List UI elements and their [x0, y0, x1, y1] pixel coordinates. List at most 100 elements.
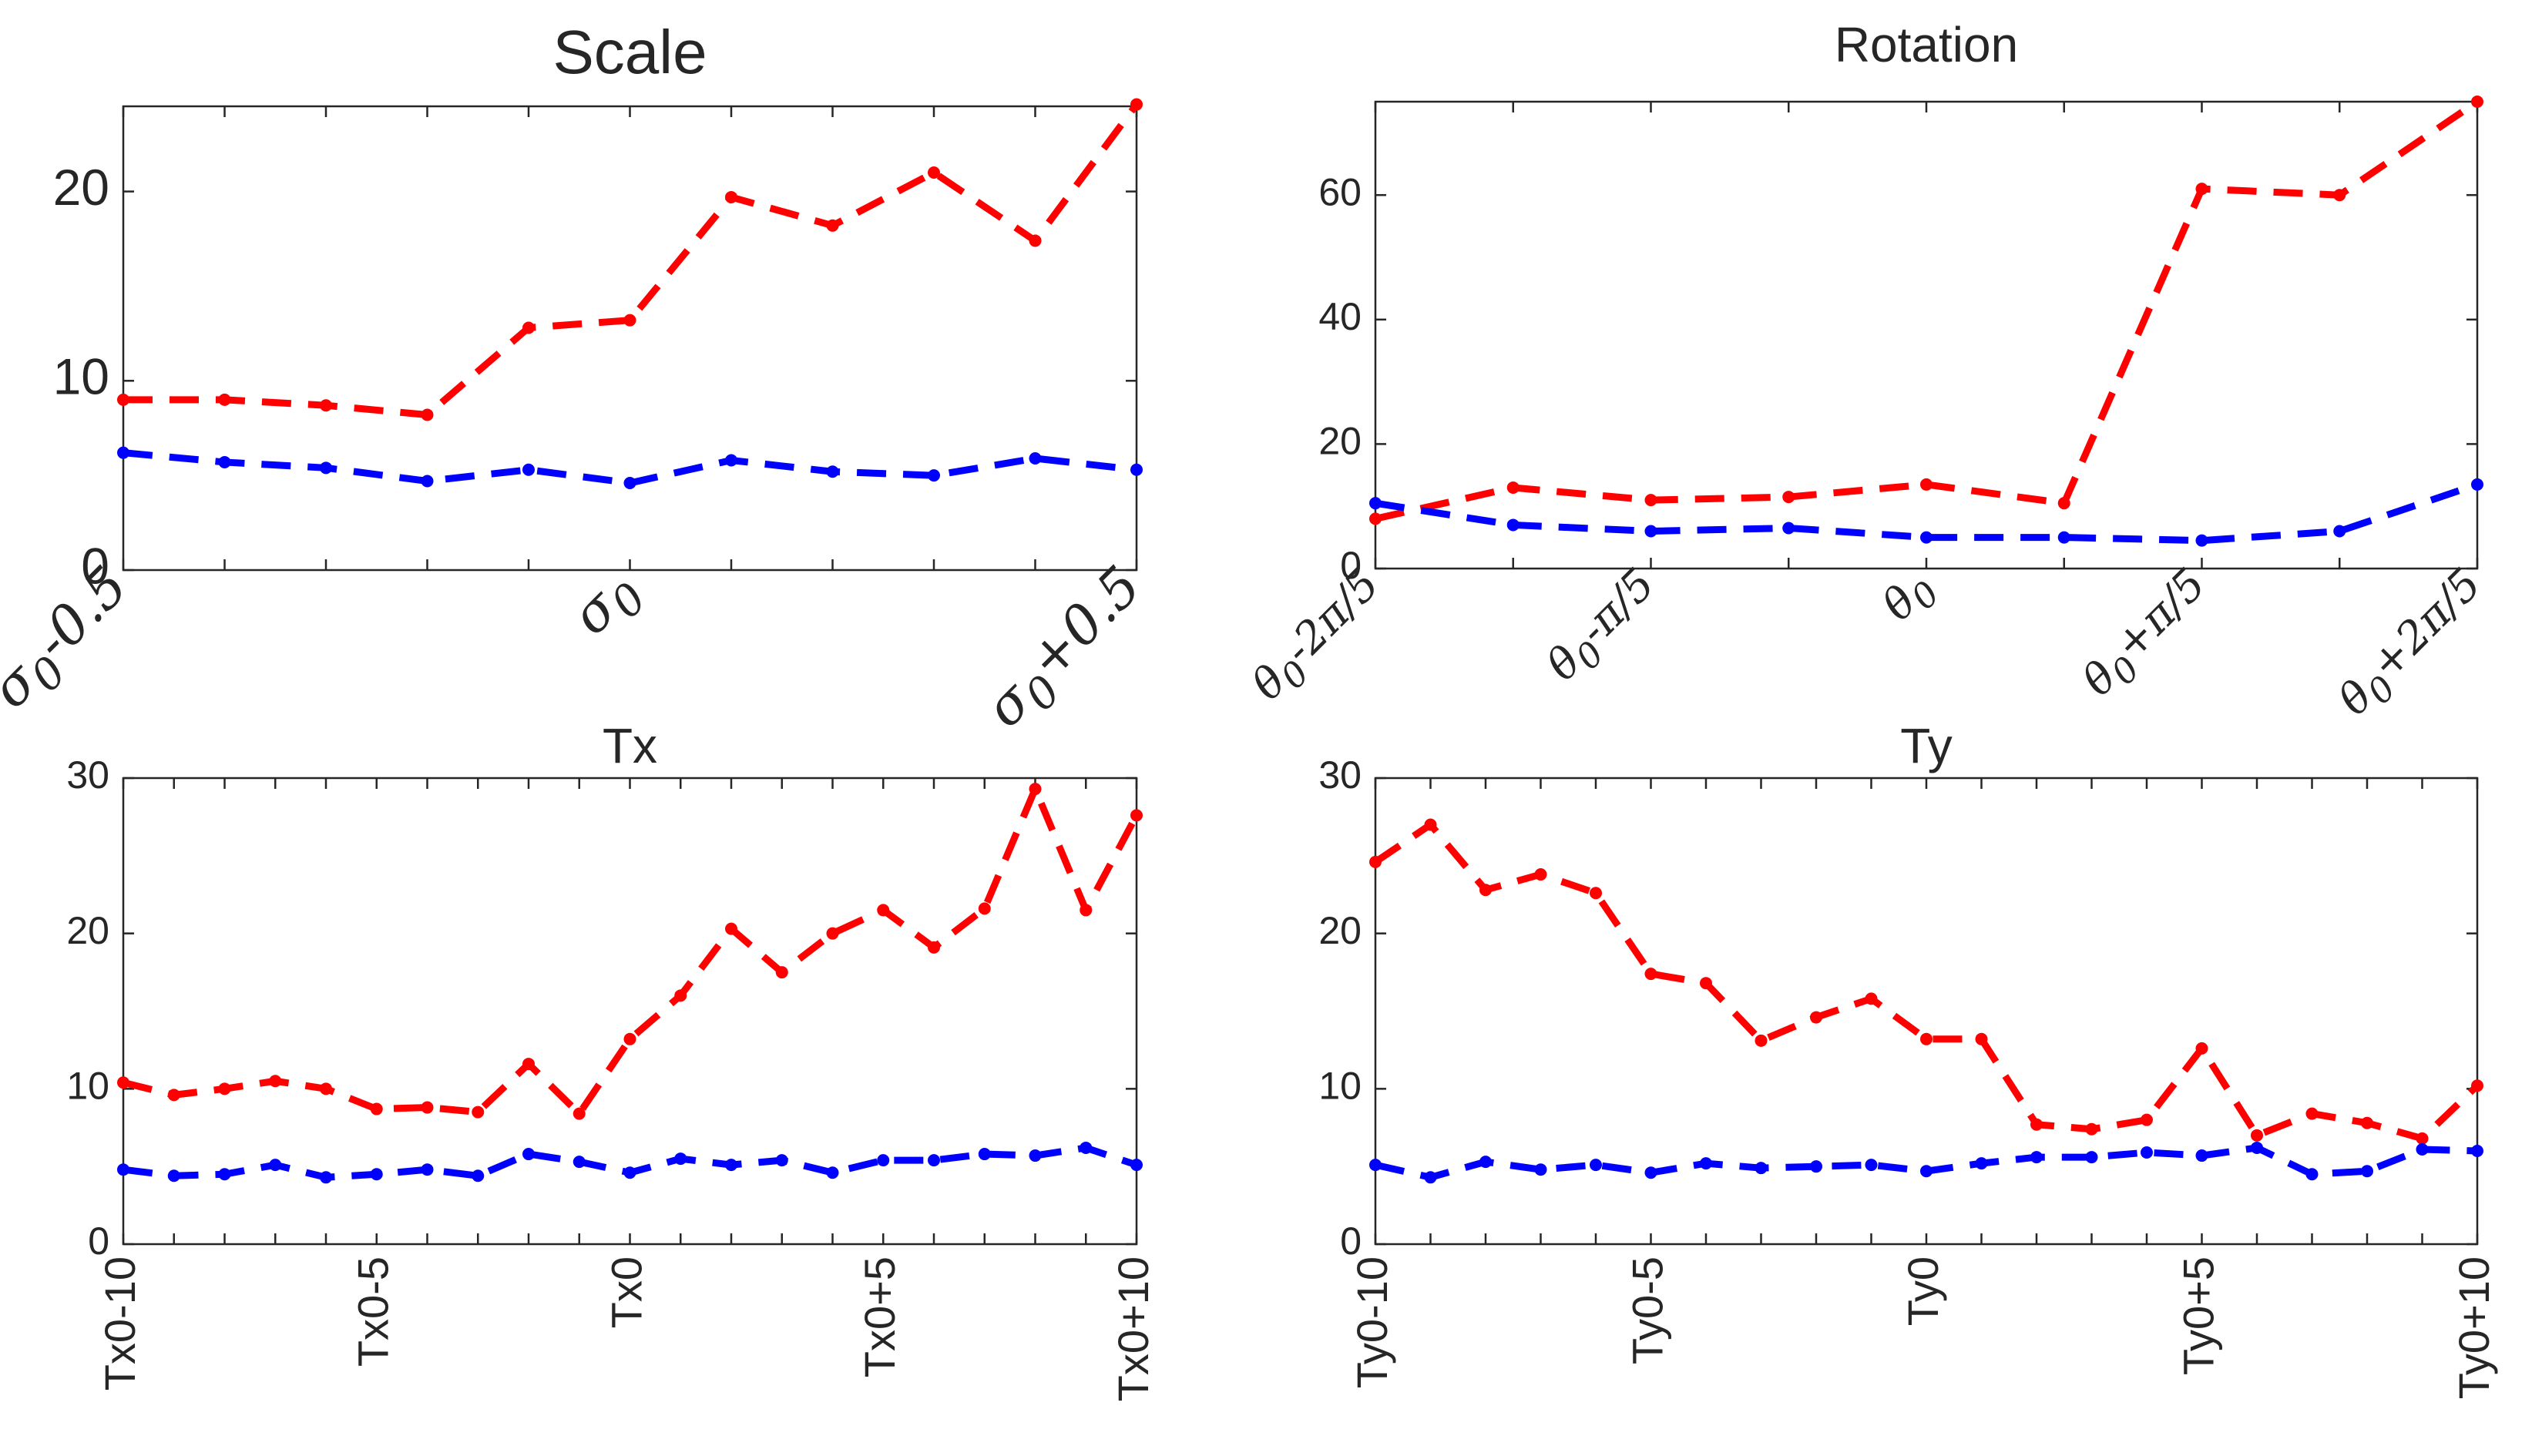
data-point-red-dashed: [674, 989, 687, 1002]
data-point-blue-dashed: [472, 1169, 485, 1183]
data-point-blue-dashed: [826, 1166, 839, 1179]
data-point-blue-dashed: [2361, 1165, 2373, 1178]
y-tick-label: 20: [1318, 420, 1362, 463]
data-point-blue-dashed: [1865, 1159, 1878, 1172]
data-point-blue-dashed: [1369, 1159, 1382, 1172]
y-tick-label: 30: [66, 753, 109, 797]
data-point-red-dashed: [1975, 1032, 1988, 1045]
data-point-blue-dashed: [2057, 531, 2070, 544]
y-tick-label: 0: [1340, 544, 1362, 587]
data-point-red-dashed: [2471, 1079, 2483, 1092]
data-point-red-dashed: [167, 1089, 180, 1102]
x-tick-label: σ0+0.5: [970, 554, 1163, 746]
data-point-red-dashed: [1810, 1011, 1822, 1024]
x-tick-label: σ0: [559, 557, 656, 654]
data-point-red-dashed: [117, 1076, 129, 1089]
data-point-blue-dashed: [2416, 1142, 2429, 1156]
data-point-blue-dashed: [320, 1171, 332, 1184]
axes-box: [1374, 100, 2479, 570]
x-tick-label: θ0+π/5: [2070, 559, 2222, 710]
data-point-red-dashed: [421, 408, 434, 421]
data-point-blue-dashed: [928, 1154, 940, 1167]
x-tick-label: Tx0-10: [96, 1256, 144, 1391]
data-point-red-dashed: [2141, 1113, 2153, 1126]
data-point-red-dashed: [117, 393, 129, 406]
data-point-blue-dashed: [1479, 1156, 1492, 1169]
data-point-blue-dashed: [421, 1163, 434, 1176]
data-point-blue-dashed: [1029, 452, 1042, 465]
x-tick-label: σ0-0.5: [0, 554, 149, 727]
x-tick-label: Ty0+10: [2450, 1256, 2498, 1399]
data-point-blue-dashed: [1424, 1171, 1437, 1184]
data-point-blue-dashed: [421, 475, 434, 488]
data-point-red-dashed: [2195, 183, 2208, 196]
data-point-red-dashed: [877, 904, 890, 917]
data-point-blue-dashed: [623, 1166, 636, 1179]
y-tick-label: 0: [81, 537, 109, 594]
data-point-blue-dashed: [623, 476, 636, 489]
chart-title: Rotation: [1835, 17, 2018, 72]
data-point-blue-dashed: [218, 1168, 231, 1181]
axes-box: [122, 105, 1138, 572]
data-point-red-dashed: [1782, 491, 1795, 504]
data-point-blue-dashed: [117, 446, 129, 459]
x-tick-label: Ty0: [1899, 1256, 1947, 1326]
data-point-blue-dashed: [1369, 497, 1382, 510]
data-point-blue-dashed: [1506, 518, 1519, 532]
x-tick-label: Tx0+10: [1109, 1256, 1157, 1401]
data-point-blue-dashed: [928, 469, 940, 482]
data-point-red-dashed: [1130, 809, 1143, 822]
data-point-red-dashed: [1644, 968, 1657, 981]
data-point-blue-dashed: [1029, 1149, 1042, 1162]
data-point-red-dashed: [623, 314, 636, 327]
data-point-red-dashed: [725, 922, 737, 935]
data-point-blue-dashed: [1130, 1159, 1143, 1172]
data-point-blue-dashed: [725, 454, 737, 467]
data-point-red-dashed: [1029, 783, 1042, 796]
data-point-blue-dashed: [2195, 1149, 2208, 1162]
data-point-red-dashed: [1479, 884, 1492, 897]
data-point-blue-dashed: [117, 1163, 129, 1176]
data-point-blue-dashed: [775, 1154, 788, 1167]
data-point-blue-dashed: [2030, 1151, 2043, 1164]
data-point-red-dashed: [2251, 1129, 2263, 1142]
chart-title: Scale: [552, 18, 707, 86]
data-point-red-dashed: [320, 1082, 332, 1095]
data-point-red-dashed: [1424, 818, 1437, 831]
y-tick-label: 60: [1318, 170, 1362, 213]
x-tick-label: θ0-2π/5: [1240, 559, 1396, 715]
data-point-red-dashed: [2416, 1132, 2429, 1145]
data-point-red-dashed: [2471, 96, 2483, 108]
data-point-blue-dashed: [1810, 1160, 1822, 1173]
data-point-blue-dashed: [2195, 534, 2208, 547]
data-point-red-dashed: [1644, 494, 1657, 507]
data-point-blue-dashed: [1975, 1157, 1988, 1170]
data-point-red-dashed: [1920, 1032, 1933, 1045]
chart-panel-scale: Scale 0 10 20 σ0-0.5 σ0 σ0+0.5: [0, 18, 1163, 746]
data-point-red-dashed: [269, 1075, 282, 1088]
data-point-red-dashed: [1369, 855, 1382, 868]
x-tick-label: Tx0: [602, 1256, 650, 1328]
data-point-blue-dashed: [826, 465, 839, 478]
data-point-red-dashed: [1130, 98, 1143, 111]
y-tick-label: 10: [53, 348, 109, 405]
data-point-blue-dashed: [573, 1156, 586, 1169]
data-point-blue-dashed: [1080, 1141, 1093, 1154]
data-point-red-dashed: [826, 219, 839, 232]
data-point-blue-dashed: [978, 1148, 991, 1161]
data-point-blue-dashed: [1644, 525, 1657, 538]
data-point-blue-dashed: [1130, 463, 1143, 476]
data-point-blue-dashed: [2251, 1141, 2263, 1154]
data-point-red-dashed: [1590, 887, 1602, 900]
chart-title: Ty: [1900, 718, 1953, 773]
data-point-blue-dashed: [1590, 1159, 1602, 1172]
series-line-red-dashed: [1375, 99, 2480, 522]
x-tick-label: Ty0-5: [1623, 1256, 1671, 1364]
data-point-red-dashed: [978, 902, 991, 915]
data-point-blue-dashed: [674, 1152, 687, 1166]
data-point-red-dashed: [522, 1058, 535, 1071]
data-point-blue-dashed: [1534, 1163, 1547, 1176]
data-point-red-dashed: [218, 1082, 231, 1095]
